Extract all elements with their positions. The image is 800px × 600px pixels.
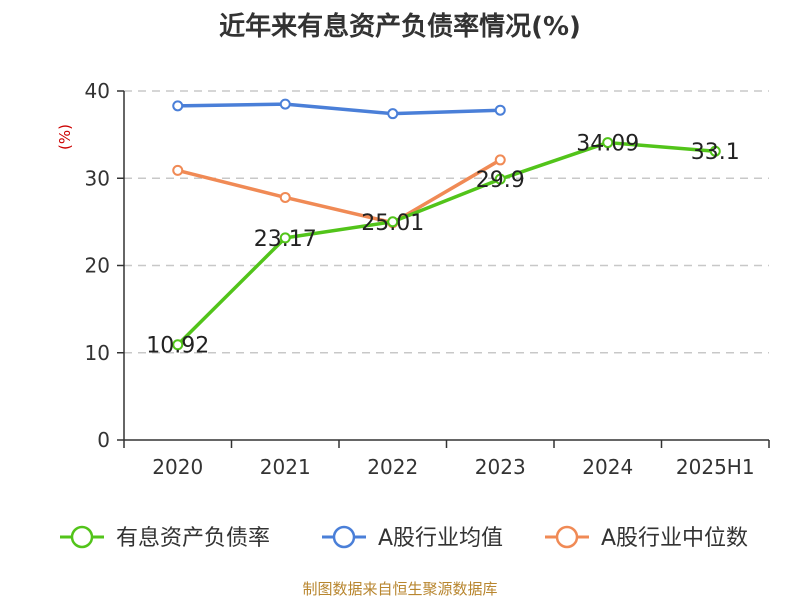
x-tick-label: 2020 [152, 455, 203, 479]
y-tick-label: 30 [85, 166, 110, 190]
x-tick-label: 2023 [475, 455, 526, 479]
axes: 0 10 20 30 40 2020 2021 2022 2023 2024 2025H1 [85, 79, 770, 479]
legend-label: A股行业均值 [378, 526, 503, 551]
data-point [387, 108, 399, 120]
y-tick-label: 20 [85, 254, 110, 278]
data-point [172, 100, 184, 112]
data-point [709, 145, 721, 157]
x-tick-label: 2022 [367, 455, 418, 479]
series-line [176, 140, 716, 346]
y-tick-label: 0 [97, 428, 110, 452]
data-label: 25.01 [361, 211, 424, 236]
chart-title: 近年来有息资产负债率情况(%) [219, 12, 581, 42]
data-label: 29.9 [476, 168, 525, 193]
series-line [177, 158, 502, 225]
grid-lines [124, 90, 769, 354]
y-tick-label: 10 [85, 341, 110, 365]
data-point [279, 232, 291, 244]
legend-label: 有息资产负债率 [116, 526, 270, 551]
data-point [387, 216, 399, 228]
data-label: 23.17 [254, 227, 317, 252]
data-point [494, 104, 506, 116]
data-point [279, 191, 291, 203]
data-point [494, 173, 506, 185]
x-tick-label: 2025H1 [676, 455, 755, 479]
series-line [177, 102, 501, 116]
data-label: 33.1 [691, 140, 740, 165]
legend-label: A股行业中位数 [601, 526, 748, 551]
data-label: 10.92 [146, 334, 209, 359]
series-layer [172, 98, 721, 351]
legend: 有息资产负债率 A股行业均值 A股行业中位数 [60, 525, 748, 551]
y-tick-label: 40 [85, 79, 110, 103]
data-labels: 10.92 23.17 25.01 29.9 34.09 33.1 [146, 132, 739, 359]
source-footer: 制图数据来自恒生聚源数据库 [302, 580, 498, 598]
x-tick-label: 2024 [582, 455, 633, 479]
x-tick-label: 2021 [260, 455, 311, 479]
data-label: 34.09 [576, 132, 639, 157]
legend-swatch-marker [332, 525, 356, 549]
legend-swatch-marker [70, 525, 94, 549]
legend-swatch-marker [555, 525, 579, 549]
data-point [172, 164, 184, 176]
data-point [279, 98, 291, 110]
data-point [602, 137, 614, 149]
data-point [172, 339, 184, 351]
data-point [494, 154, 506, 166]
